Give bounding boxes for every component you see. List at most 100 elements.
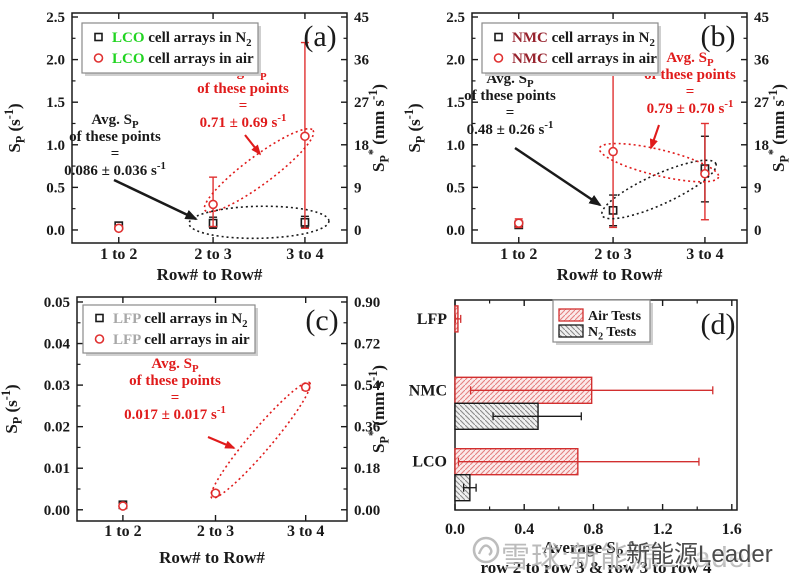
- annotation-text: =: [111, 146, 120, 162]
- y-left-axis-title: SP (s-1): [2, 103, 27, 152]
- data-point: [513, 218, 524, 228]
- x-tick-label: 0.8: [583, 521, 603, 538]
- y-right-tick-label: 27: [354, 95, 370, 111]
- y-right-tick-label: 0.18: [354, 461, 380, 477]
- y-left-tick-label: 1.5: [46, 95, 65, 111]
- y-left-tick-label: 1.0: [446, 138, 465, 154]
- y-left-tick-label: 2.0: [446, 53, 465, 69]
- x-tick-label: 0.0: [445, 521, 465, 538]
- legend-marker-circle: [94, 334, 105, 344]
- y-right-tick-label: 45: [354, 10, 369, 26]
- y-right-tick-label: 0.72: [354, 337, 380, 353]
- y-left-tick-label: 0.03: [44, 378, 70, 394]
- annotation-arrow: [113, 178, 198, 221]
- highlight-ellipse: [188, 205, 330, 240]
- highlight-ellipse: [203, 127, 315, 213]
- panel-c-chart: 0.00 0.01 0.02 0.03 0.04 0.05 0.00 0.18 0.36 0.54…: [0, 295, 391, 567]
- annotation-text: of these points: [464, 88, 556, 104]
- series-air: [113, 41, 310, 234]
- annotation-arrow: [649, 124, 660, 150]
- x-tick-label: 2 to 3: [194, 246, 231, 263]
- y-right-tick-label: 0.00: [354, 503, 380, 519]
- y-right-axis-title: SP* (mm s-1): [366, 84, 391, 172]
- y-right-tick-label: 9: [354, 180, 362, 196]
- data-point: [300, 382, 311, 392]
- panel-letter: (c): [305, 304, 338, 337]
- annotation-text: =: [171, 390, 180, 406]
- y-left-axis-title: SP (s-1): [402, 103, 427, 152]
- category-label: NMC: [409, 382, 447, 399]
- legend-marker-square: [494, 32, 503, 42]
- y-left-tick-label: 2.0: [46, 53, 65, 69]
- panel-letter: (d): [701, 308, 736, 341]
- x-tick-label: 1 to 2: [500, 246, 537, 263]
- annotation-arrow: [244, 134, 262, 156]
- data-point: [210, 488, 221, 498]
- highlight-ellipse: [601, 159, 717, 220]
- plot-frame: [76, 296, 348, 522]
- annotation-text: of these points: [69, 129, 161, 145]
- annotation-text: =: [506, 105, 515, 121]
- legend-swatch-n2: [558, 324, 584, 338]
- highlight-ellipse: [598, 142, 720, 183]
- legend-label: Air Tests: [588, 309, 642, 324]
- y-left-tick-label: 0.0: [446, 223, 465, 239]
- y-right-tick-label: 18: [754, 138, 769, 154]
- legend-swatch-air: [558, 308, 584, 322]
- x-axis-title: Average SP for: [543, 538, 650, 560]
- y-right-axis-title: SP* (mm s-1): [366, 365, 391, 453]
- y-left-tick-label: 1.0: [46, 138, 65, 154]
- y-left-tick-label: 1.5: [446, 95, 465, 111]
- x-tick-label: 0.4: [514, 521, 534, 538]
- y-left-tick-label: 0.05: [44, 295, 70, 311]
- y-left-tick-label: 0.04: [44, 337, 71, 353]
- panel-c: 0.00 0.01 0.02 0.03 0.04 0.05 0.00 0.18 0.36 0.54…: [0, 290, 400, 581]
- legend-box: [481, 22, 659, 74]
- series-n2: [114, 215, 310, 231]
- legend-label: NMC cell arrays in N2: [512, 30, 655, 49]
- y-right-tick-label: 27: [754, 95, 770, 111]
- x-tick-label: 1.6: [722, 521, 742, 538]
- y-left-tick-label: 0.0: [46, 223, 65, 239]
- legend-label: N2 Tests: [588, 325, 637, 343]
- y-right-tick-label: 0.90: [354, 295, 380, 311]
- annotation-text: Avg. SP: [91, 112, 139, 131]
- legend-box: [82, 304, 256, 354]
- y-right-tick-label: 18: [354, 138, 369, 154]
- legend-marker-circle: [93, 53, 104, 63]
- x-tick-label: 1 to 2: [100, 246, 137, 263]
- x-tick-label: 3 to 4: [287, 523, 324, 540]
- annotation-arrow: [207, 436, 236, 449]
- series-air: [513, 73, 710, 229]
- x-tick-label: 1.2: [653, 521, 673, 538]
- legend-label: NMC cell arrays in air: [512, 51, 657, 67]
- y-right-tick-label: 36: [354, 53, 370, 69]
- annotation-text: of these points: [197, 81, 289, 97]
- category-label: LFP: [417, 311, 447, 328]
- annotation-text: 0.017 ± 0.017 s-1: [124, 404, 226, 423]
- annotation-text: 0.71 ± 0.69 s-1: [200, 112, 287, 131]
- x-tick-label: 3 to 4: [286, 246, 323, 263]
- x-tick-label: 3 to 4: [686, 246, 723, 263]
- y-left-tick-label: 2.5: [446, 10, 465, 26]
- y-left-tick-label: 2.5: [46, 10, 65, 26]
- panel-b-chart: 0.0 0.5 1.0 1.5 2.0 2.5 0 9 18 27 36 45 1 to 2 2 to 3…: [402, 10, 791, 284]
- x-axis-title: row 2 to row 3 & row 3 to row 4: [480, 558, 712, 577]
- x-axis-title: Row# to Row#: [159, 548, 265, 567]
- legend-label: LCO cell arrays in N2: [112, 30, 252, 49]
- y-right-tick-label: 0: [354, 223, 362, 239]
- annotation-text: Avg. SP: [666, 50, 714, 69]
- annotation-text: 0.79 ± 0.70 s-1: [647, 98, 734, 117]
- y-right-tick-label: 0.54: [354, 378, 381, 394]
- annotation-text: 0.086 ± 0.036 s-1: [64, 160, 166, 179]
- data-point: [300, 131, 310, 142]
- y-left-axis-title: SP (s-1): [0, 384, 24, 433]
- legend-box: [81, 22, 259, 74]
- x-tick-label: 2 to 3: [594, 246, 631, 263]
- x-tick-label: 2 to 3: [197, 523, 234, 540]
- annotation-text: =: [686, 84, 695, 100]
- y-left-tick-label: 0.00: [44, 503, 70, 519]
- legend-label: LCO cell arrays in air: [112, 51, 254, 67]
- annotation-arrow: [514, 146, 602, 207]
